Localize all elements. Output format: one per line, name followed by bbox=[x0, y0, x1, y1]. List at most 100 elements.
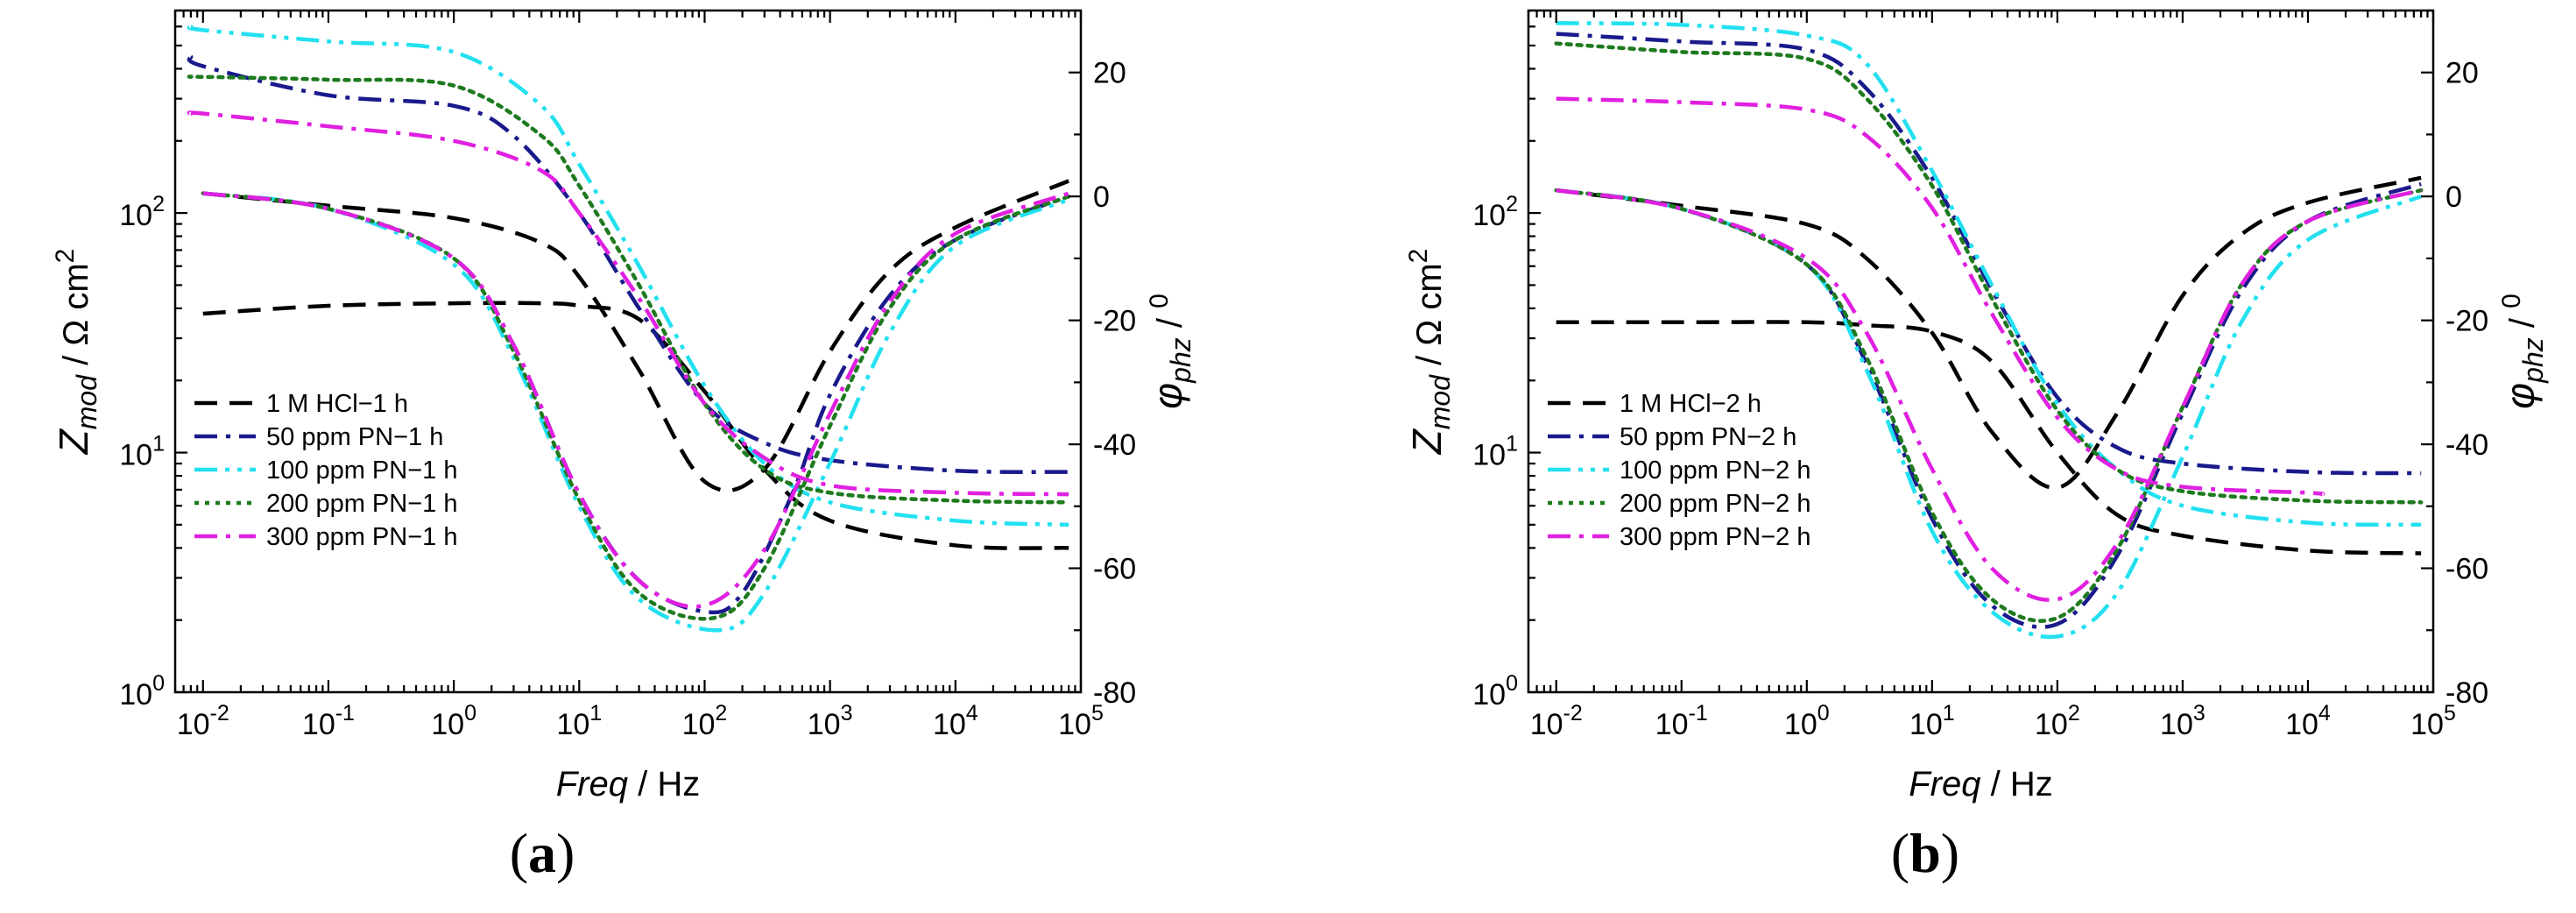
x-tick-base: 10 bbox=[808, 708, 841, 741]
x-tick-label: 10-1 bbox=[1655, 701, 1708, 741]
series-modulus-4 bbox=[1556, 96, 2325, 497]
y-left-title-sup: 2 bbox=[1404, 249, 1433, 264]
legend: 1 M HCl−1 h 50 ppm PN−1 h 100 ppm PN−1 h 20… bbox=[194, 390, 457, 551]
y-right-title-sym: φ bbox=[2497, 383, 2543, 409]
x-tick-base: 10 bbox=[2410, 708, 2444, 741]
y-right-tick-label: -60 bbox=[1093, 553, 1136, 586]
x-tick-base: 10 bbox=[556, 708, 589, 741]
x-axis-title-unit: / Hz bbox=[628, 765, 700, 803]
y-right-tick-label: -80 bbox=[1093, 676, 1136, 710]
x-tick-label: 103 bbox=[2160, 701, 2205, 741]
y-left-tick-label: 102 bbox=[1472, 192, 1518, 232]
series-phase-4 bbox=[1556, 188, 2422, 602]
panel-label-letter: a bbox=[528, 822, 556, 884]
x-tick-base: 10 bbox=[933, 708, 966, 741]
x-axis-title: Freq / Hz bbox=[1909, 765, 2052, 803]
y-left-title-unit: / Ω cm bbox=[1410, 263, 1449, 375]
y-right-tick-label: -40 bbox=[1093, 428, 1136, 462]
y-left-tick-base: 10 bbox=[1472, 678, 1506, 711]
x-tick-exp: 5 bbox=[2444, 701, 2456, 725]
plot-frame bbox=[173, 9, 1083, 694]
legend-label-0: 1 M HCl−2 h bbox=[1620, 390, 1761, 418]
panel-label-close: ) bbox=[556, 822, 575, 884]
x-axis: 10-2 10-1 100 101 102 103 104 105 bbox=[173, 11, 1104, 741]
x-tick-exp: 4 bbox=[2318, 701, 2331, 725]
plot-area bbox=[187, 25, 1071, 633]
x-axis-title: Freq / Hz bbox=[556, 765, 700, 803]
x-tick-base: 10 bbox=[1530, 708, 1563, 741]
y-left-title-unit: / Ω cm bbox=[57, 263, 95, 375]
plot-frame bbox=[1527, 9, 2435, 694]
x-tick-label: 104 bbox=[933, 701, 978, 741]
legend-label-1: 50 ppm PN−1 h bbox=[266, 423, 443, 451]
x-tick-exp: 2 bbox=[2068, 701, 2080, 725]
y-right-tick-label: 0 bbox=[1093, 180, 1110, 214]
x-tick-base: 10 bbox=[2160, 708, 2193, 741]
y-right-tick-label: -80 bbox=[2445, 676, 2488, 710]
x-tick-base: 10 bbox=[1784, 708, 1817, 741]
x-tick-exp: 5 bbox=[1091, 701, 1104, 725]
x-tick-exp: -1 bbox=[1689, 701, 1708, 725]
series-modulus-3 bbox=[187, 74, 1071, 505]
plot-area bbox=[1554, 21, 2424, 640]
y-left-title-base: Z bbox=[1404, 428, 1450, 455]
legend-label-1: 50 ppm PN−2 h bbox=[1620, 423, 1796, 451]
x-tick-label: 102 bbox=[2035, 701, 2080, 741]
x-tick-exp: 0 bbox=[464, 701, 476, 725]
legend-label-4: 300 ppm PN−2 h bbox=[1620, 523, 1810, 551]
x-axis-title-italic: Freq bbox=[556, 765, 628, 803]
x-tick-label: 105 bbox=[1058, 701, 1104, 741]
y-right-tick-label: 20 bbox=[2445, 57, 2479, 90]
y-axis-right: 20 0 -20 -40 -60 -80 bbox=[2421, 9, 2488, 710]
series-phase-0 bbox=[1556, 175, 2422, 490]
x-tick-exp: 3 bbox=[2193, 701, 2205, 725]
x-tick-label: 102 bbox=[682, 701, 728, 741]
y-left-tick-base: 10 bbox=[1472, 439, 1506, 472]
x-axis-title-unit: / Hz bbox=[1981, 765, 2053, 803]
x-tick-exp: 0 bbox=[1817, 701, 1830, 725]
y-left-tick-exp: 2 bbox=[152, 192, 165, 216]
legend: 1 M HCl−2 h 50 ppm PN−2 h 100 ppm PN−2 h 20… bbox=[1548, 390, 1810, 551]
x-tick-label: 101 bbox=[556, 701, 602, 741]
panel-label: (a) bbox=[510, 822, 575, 884]
series-modulus-1 bbox=[187, 54, 1069, 474]
x-tick-base: 10 bbox=[177, 708, 210, 741]
series-phase-4 bbox=[202, 191, 1069, 609]
x-tick-exp: -1 bbox=[335, 701, 355, 725]
y-left-tick-label: 101 bbox=[119, 432, 165, 472]
y-right-tick-label: -20 bbox=[2445, 305, 2488, 338]
x-tick-exp: 3 bbox=[841, 701, 853, 725]
x-tick-base: 10 bbox=[682, 708, 716, 741]
x-tick-base: 10 bbox=[302, 708, 335, 741]
y-left-tick-exp: 1 bbox=[1506, 432, 1518, 456]
y-right-axis-title: φphz / 0 bbox=[2497, 294, 2549, 409]
x-tick-label: 104 bbox=[2285, 701, 2331, 741]
y-right-axis-title: φphz / 0 bbox=[1145, 294, 1196, 409]
y-left-tick-base: 10 bbox=[1472, 199, 1506, 232]
x-tick-label: 101 bbox=[1909, 701, 1955, 741]
series-modulus-0 bbox=[1556, 320, 2422, 556]
y-right-tick-label: -60 bbox=[2445, 553, 2488, 586]
y-left-tick-label: 101 bbox=[1472, 432, 1518, 472]
legend-label-2: 100 ppm PN−1 h bbox=[266, 456, 457, 485]
x-tick-base: 10 bbox=[2035, 708, 2068, 741]
y-left-tick-base: 10 bbox=[119, 199, 152, 232]
x-axis-title-italic: Freq bbox=[1909, 765, 1980, 803]
x-tick-label: 100 bbox=[431, 701, 476, 741]
y-right-title-sym: φ bbox=[1145, 383, 1190, 409]
x-tick-exp: 1 bbox=[589, 701, 602, 725]
series-phase-2 bbox=[202, 191, 1069, 633]
y-left-tick-exp: 1 bbox=[152, 432, 165, 456]
y-left-axis-title: Zmod / Ω cm2 bbox=[51, 249, 102, 456]
y-right-tick-label: -20 bbox=[1093, 305, 1136, 338]
y-left-title-sub: mod bbox=[71, 374, 102, 429]
chart-panel-a: 10-2 10-1 100 101 102 103 104 105100101102200-2… bbox=[51, 9, 1196, 884]
x-tick-exp: 2 bbox=[715, 701, 727, 725]
y-left-title-sup: 2 bbox=[51, 249, 80, 264]
series-modulus-3 bbox=[1554, 41, 2424, 505]
series-modulus-2 bbox=[187, 25, 1069, 527]
legend-label-2: 100 ppm PN−2 h bbox=[1620, 456, 1810, 485]
y-left-tick-label: 102 bbox=[119, 192, 165, 232]
